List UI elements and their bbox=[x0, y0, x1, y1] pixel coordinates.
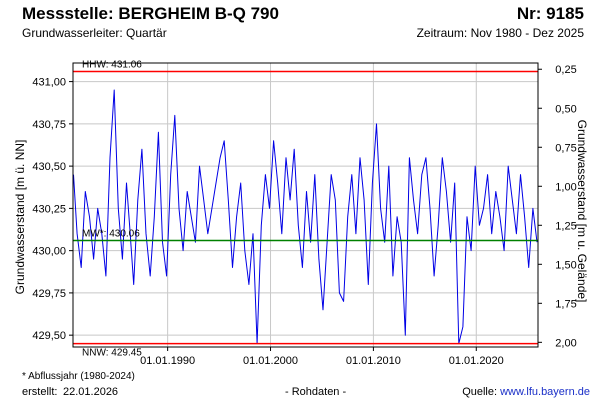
x-tick-label: 01.01.2010 bbox=[346, 355, 401, 367]
y-axis-title: Grundwasserstand [m ü. NN] bbox=[13, 140, 27, 295]
y2-axis-title: Grundwasserstand [m u. Gelände] bbox=[575, 120, 589, 303]
x-tick-label: 01.01.1990 bbox=[140, 355, 195, 367]
reference-label: NNW: 429.45 bbox=[82, 348, 142, 359]
source-link[interactable]: www.lfu.bayern.de bbox=[500, 386, 590, 398]
y-tick-label: 431,00 bbox=[32, 77, 66, 89]
source-label: Quelle: bbox=[462, 386, 498, 398]
station-title: Messstelle: BERGHEIM B-Q 790 bbox=[22, 4, 279, 23]
y2-tick-label: 2,00 bbox=[555, 337, 576, 349]
reference-label: MW*: 430.06 bbox=[82, 229, 140, 240]
x-tick-label: 01.01.2000 bbox=[243, 355, 298, 367]
footnote: * Abflussjahr (1980-2024) bbox=[22, 371, 135, 382]
y2-tick-label: 1,50 bbox=[555, 259, 576, 271]
series-line bbox=[73, 89, 538, 345]
y2-tick-label: 1,00 bbox=[555, 181, 576, 193]
y2-tick-label: 1,25 bbox=[555, 220, 576, 232]
y2-tick-label: 0,75 bbox=[555, 142, 576, 154]
aquifer-label: Grundwasserleiter: Quartär bbox=[22, 26, 167, 40]
y-tick-label: 429,75 bbox=[32, 288, 66, 300]
y2-tick-label: 0,50 bbox=[555, 103, 576, 115]
y-tick-label: 430,75 bbox=[32, 119, 66, 131]
reference-lines: HHW: 431.06 MW*: 430.06 NNW: 429.45 bbox=[73, 59, 538, 359]
axes: 431,00 430,75 430,50 430,25 430,00 429,75 429,… bbox=[32, 64, 576, 367]
created-date: 22.01.2026 bbox=[63, 386, 119, 398]
y-tick-label: 430,25 bbox=[32, 203, 66, 215]
rawdata-label: - Rohdaten - bbox=[285, 386, 347, 398]
reference-label: HHW: 431.06 bbox=[82, 59, 142, 70]
series-layer bbox=[73, 89, 538, 345]
source: Quelle: www.lfu.bayern.de bbox=[462, 386, 590, 398]
y-tick-label: 430,00 bbox=[32, 246, 66, 258]
y2-tick-label: 0,25 bbox=[555, 64, 576, 76]
y-tick-label: 430,50 bbox=[32, 161, 66, 173]
station-number: Nr: 9185 bbox=[516, 4, 584, 23]
y2-tick-label: 1,75 bbox=[555, 298, 576, 310]
y-tick-label: 429,50 bbox=[32, 330, 66, 342]
created-label: erstellt: bbox=[22, 386, 58, 398]
period-label: Zeitraum: Nov 1980 - Dez 2025 bbox=[416, 26, 584, 40]
plot-frame bbox=[72, 62, 539, 348]
x-tick-label: 01.01.2020 bbox=[449, 355, 504, 367]
